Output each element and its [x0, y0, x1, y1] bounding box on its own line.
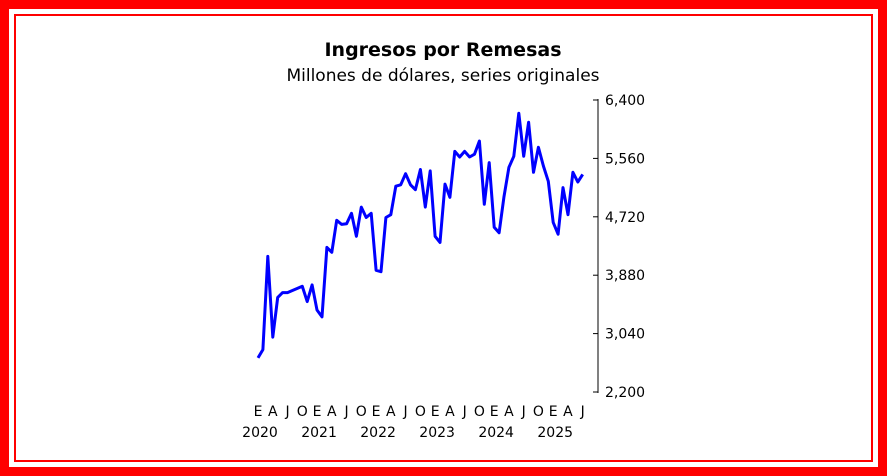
x-year-label: 2023	[419, 425, 455, 441]
y-tick-label: 4,720	[605, 210, 645, 226]
x-month-label: E	[549, 404, 558, 420]
y-tick-label: 5,560	[605, 151, 645, 167]
x-month-label: O	[415, 404, 426, 420]
x-month-label: J	[521, 404, 526, 420]
x-year-label: 2020	[242, 425, 278, 441]
chart-title: Ingresos por Remesas	[324, 39, 561, 61]
x-month-label: J	[284, 404, 289, 420]
chart-subtitle: Millones de dólares, series originales	[286, 66, 599, 86]
x-month-label: J	[343, 404, 348, 420]
x-month-label: E	[490, 404, 499, 420]
x-month-label: A	[445, 404, 455, 420]
y-tick-label: 2,200	[605, 385, 645, 401]
series-line	[256, 111, 584, 359]
x-month-label: E	[254, 404, 263, 420]
x-month-label: E	[372, 404, 381, 420]
x-month-label: J	[580, 404, 585, 420]
y-tick-label: 3,040	[605, 327, 645, 343]
y-tick-label: 6,400	[605, 93, 645, 109]
x-year-label: 2021	[301, 425, 337, 441]
x-month-label: J	[462, 404, 467, 420]
x-month-label: A	[268, 404, 278, 420]
x-month-label: J	[403, 404, 408, 420]
x-year-label: 2022	[360, 425, 396, 441]
x-year-label: 2025	[537, 425, 573, 441]
x-month-label: A	[563, 404, 573, 420]
x-month-label: O	[297, 404, 308, 420]
x-month-label: O	[533, 404, 544, 420]
x-month-label: E	[431, 404, 440, 420]
x-month-label: E	[313, 404, 322, 420]
y-tick-label: 3,880	[605, 268, 645, 284]
x-month-label: O	[356, 404, 367, 420]
x-month-label: A	[386, 404, 396, 420]
x-month-label: A	[504, 404, 514, 420]
x-year-label: 2024	[478, 425, 514, 441]
inner-red-border	[14, 14, 873, 462]
x-month-label: O	[474, 404, 485, 420]
x-month-label: A	[327, 404, 337, 420]
